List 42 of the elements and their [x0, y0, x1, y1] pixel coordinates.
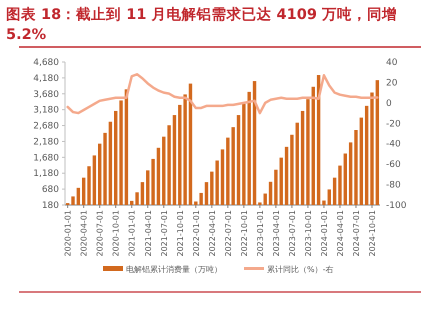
- y-tick-label: 1,180: [33, 169, 60, 180]
- x-tick-label: 2024-04-01: [336, 210, 345, 256]
- y2-tick-label: 0: [386, 98, 392, 109]
- legend-label: 累计同比（%）-右: [267, 265, 334, 274]
- y2-tick-label: -40: [386, 140, 401, 150]
- y2-tick-label: -20: [386, 119, 401, 130]
- x-tick-label: 2024-10-01: [368, 210, 377, 256]
- y2-tick-label: -60: [386, 160, 401, 170]
- y2-tick-label: 20: [386, 78, 398, 88]
- x-tick-label: 2023-07-01: [288, 210, 297, 256]
- x-tick-label: 2024-01-01: [320, 210, 329, 256]
- x-tick-label: 2023-04-01: [272, 210, 281, 256]
- y2-tick-label: -100: [386, 201, 407, 211]
- x-tick-label: 2022-01-01: [192, 210, 201, 256]
- x-tick-label: 2020-07-01: [96, 210, 105, 256]
- y2-tick-label: 40: [386, 58, 398, 68]
- title: 图表 18：截止到 11 月电解铝需求已达 4109 万吨，同增 5.2%: [6, 7, 397, 43]
- x-tick-label: 2022-07-01: [224, 210, 233, 256]
- x-tick-label: 2024-07-01: [352, 210, 361, 256]
- y-tick-label: 4,180: [33, 74, 60, 84]
- x-tick-label: 2021-07-01: [160, 210, 169, 256]
- x-tick-label: 2020-04-01: [80, 210, 89, 256]
- x-tick-label: 2023-01-01: [256, 210, 265, 256]
- y2-tick-label: -80: [386, 180, 401, 191]
- x-tick-label: 2021-10-01: [176, 210, 185, 256]
- x-tick-label: 2021-01-01: [128, 210, 137, 256]
- y-tick-label: 3,680: [33, 90, 60, 100]
- x-tick-label: 2022-04-01: [208, 210, 217, 256]
- x-tick-label: 2020-01-01: [64, 210, 73, 256]
- x-tick-label: 2022-10-01: [240, 210, 249, 256]
- y-tick-label: 2,180: [33, 137, 60, 148]
- y-tick-label: 2,680: [33, 122, 60, 132]
- x-tick-label: 2021-04-01: [144, 210, 153, 256]
- y-tick-label: 4,680: [33, 58, 60, 68]
- y-tick-label: 180: [42, 201, 60, 211]
- legend-label: 电解铝累计消费量（万吨）: [126, 265, 222, 274]
- x-tick-label: 2023-10-01: [304, 210, 313, 256]
- y-tick-label: 3,180: [33, 106, 60, 116]
- y-tick-label: 1,680: [33, 153, 60, 164]
- line-series: [66, 73, 379, 114]
- y-tick-label: 680: [42, 185, 60, 196]
- x-tick-label: 2020-10-01: [112, 210, 121, 256]
